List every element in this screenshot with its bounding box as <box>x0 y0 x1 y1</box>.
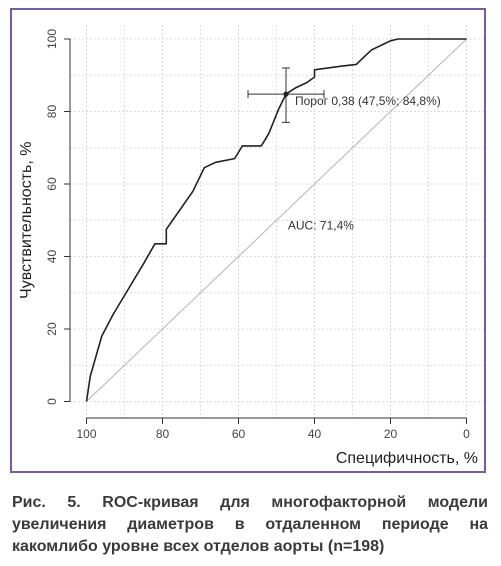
y-tick-label: 0 <box>45 398 59 405</box>
x-tick-label: 80 <box>156 427 170 441</box>
reference-diagonal <box>86 38 467 402</box>
chart-frame <box>10 8 486 473</box>
x-tick-label: 100 <box>76 427 96 441</box>
threshold-label: Порог 0,38 (47,5%; 84,8%) <box>295 94 441 108</box>
y-axis-title: Чувствительность, % <box>18 142 35 299</box>
roc-curve <box>85 38 467 402</box>
x-tick-label: 40 <box>308 427 322 441</box>
y-tick-label: 40 <box>45 250 59 264</box>
auc-label: AUC: 71,4% <box>288 218 354 232</box>
x-tick-label: 60 <box>232 427 246 441</box>
roc-chart: 100 80 60 40 20 0 0 20 40 60 80 100 Порог 0,38 (47,… <box>18 25 485 467</box>
x-tick-label: 0 <box>463 427 470 441</box>
y-tick-label: 20 <box>45 322 59 336</box>
threshold-marker <box>247 67 325 123</box>
y-tick-label: 100 <box>45 29 59 49</box>
grid <box>70 25 485 418</box>
axes: 100 80 60 40 20 0 0 20 40 60 80 100 <box>45 29 470 441</box>
x-axis-title: Специфичность, % <box>336 450 478 467</box>
y-tick-label: 80 <box>45 105 59 119</box>
figure-caption: Рис. 5. ROC-кривая для многофакторной мо… <box>12 494 488 555</box>
y-tick-label: 60 <box>45 177 59 191</box>
threshold-point <box>283 91 289 97</box>
x-tick-label: 20 <box>384 427 398 441</box>
